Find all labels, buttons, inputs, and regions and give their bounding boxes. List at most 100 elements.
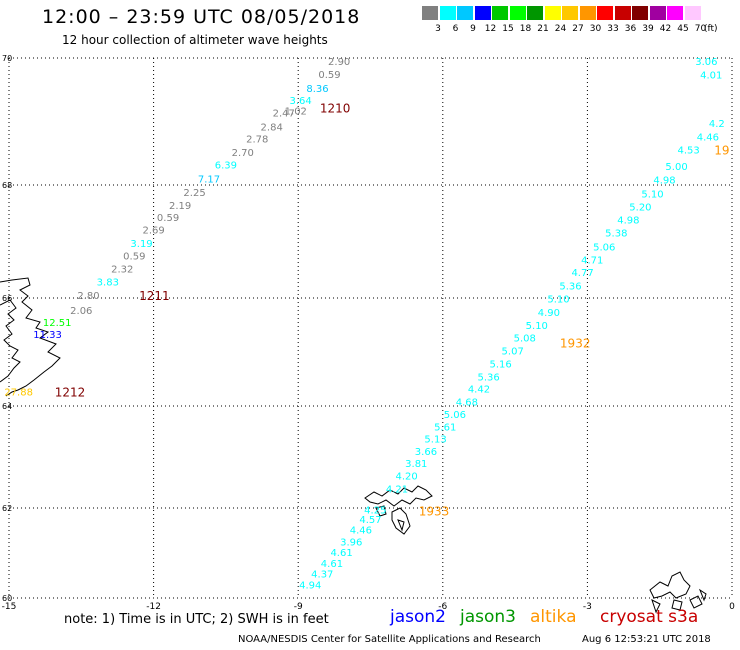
x-tick-label: -3 (583, 602, 592, 612)
x-tick-label: -6 (438, 602, 447, 612)
scale-label: 9 (470, 24, 476, 34)
wave-height-value: 11.33 (33, 330, 62, 341)
pass-time-label: 1212 (55, 385, 86, 399)
wave-height-value: 5.06 (444, 410, 466, 421)
scale-label: 45 (677, 24, 689, 34)
y-tick-label: 64 (2, 402, 12, 411)
wave-height-value: 6.39 (215, 161, 237, 172)
x-tick-label: -15 (2, 602, 17, 612)
y-tick-label: 60 (2, 594, 12, 603)
wave-height-value: 2.47 (273, 109, 295, 120)
pass-time-label: 1210 (320, 102, 351, 116)
wave-height-value: 4.25 (364, 505, 386, 516)
wave-height-value: 3.19 (130, 239, 152, 250)
wave-height-value: 2.19 (169, 201, 191, 212)
wave-height-value: 0.59 (318, 70, 340, 81)
x-tick-label: 0 (729, 602, 735, 612)
credit-line: NOAA/NESDIS Center for Satellite Applica… (238, 634, 541, 645)
scale-label: 42 (659, 24, 672, 34)
wave-height-value: 2.78 (246, 135, 268, 146)
wave-height-value: 5.38 (605, 228, 627, 239)
scale-unit-label: (ft) (704, 24, 718, 34)
wave-height-value: 4.61 (330, 548, 352, 559)
wave-height-value: 5.10 (547, 295, 569, 306)
wave-height-value: 4.2 (709, 119, 725, 130)
wave-height-value: 4.46 (350, 526, 372, 537)
pass-time-label: 1211 (139, 289, 170, 303)
wave-height-value: 5.06 (593, 243, 615, 254)
wave-height-value: 5.36 (559, 282, 581, 293)
wave-height-value: 2.84 (261, 123, 283, 134)
scale-swatch (527, 6, 543, 20)
scale-swatch (474, 6, 491, 20)
iceland-coastline (0, 277, 61, 397)
footnote: note: 1) Time is in UTC; 2) SWH is in fe… (64, 612, 329, 627)
scale-swatch (422, 6, 438, 20)
wave-height-value: 3.96 (340, 537, 362, 548)
scale-label: 27 (572, 24, 584, 34)
wave-height-value: 4.94 (299, 581, 321, 592)
wave-height-value: 27.88 (4, 387, 33, 398)
scale-swatch (632, 6, 648, 20)
wave-height-value: 4.98 (653, 175, 675, 186)
wave-height-value: 5.10 (641, 189, 663, 200)
scale-swatch (579, 6, 596, 20)
scale-label: 36 (624, 24, 637, 34)
wave-height-value: 4.46 (697, 133, 719, 144)
generation-timestamp: Aug 6 12:53:21 UTC 2018 (582, 634, 711, 645)
faroe-islands (364, 485, 433, 535)
wave-height-value: 8.36 (306, 84, 328, 95)
scale-swatch (457, 6, 473, 20)
x-tick-label: -9 (294, 602, 303, 612)
map-subtitle: 12 hour collection of altimeter wave hei… (62, 33, 328, 47)
y-tick-label: 66 (2, 294, 12, 303)
wave-height-value: 5.16 (490, 359, 512, 370)
shetland-islands (649, 571, 707, 614)
wave-height-value: 2.69 (142, 226, 164, 237)
scale-swatch (597, 6, 613, 20)
observation-labels: 2.90 0.59 8.363.64 2.471.022.842.78 2.70 6.39… (4, 57, 724, 591)
wave-height-value: 5.08 (514, 333, 536, 344)
scale-label: 15 (502, 24, 514, 34)
wave-height-value: 4.98 (617, 215, 639, 226)
scale-label: 30 (589, 24, 602, 34)
wave-height-value: 2.06 (70, 306, 92, 317)
coastlines (0, 277, 707, 614)
scale-swatch (614, 6, 631, 20)
wave-height-value: 4.53 (677, 145, 699, 156)
scale-swatch (684, 6, 701, 20)
wave-height-value: 2.32 (111, 265, 133, 276)
pass-time-label: 1933 (419, 504, 450, 518)
scale-label: 21 (537, 24, 549, 34)
satellite-legend-entry: jason2 (390, 607, 446, 627)
wave-height-value: 3.81 (405, 459, 427, 470)
wave-height-value: 4.68 (456, 398, 478, 409)
wave-height-value: 3.06 (695, 57, 717, 68)
scale-swatch (492, 6, 508, 20)
y-tick-label: 62 (2, 504, 12, 513)
wave-height-value: 4.01 (700, 71, 722, 82)
scale-label: 24 (554, 24, 567, 34)
scale-swatch (562, 6, 578, 20)
scale-label: 18 (519, 24, 532, 34)
wave-height-value: 2.80 (77, 291, 99, 302)
pass-time-label: 19 (714, 143, 729, 157)
wave-height-value: 3.64 (289, 96, 311, 107)
scale-swatch (509, 6, 526, 20)
wave-height-value: 4.61 (321, 559, 343, 570)
wave-height-value: 5.13 (424, 435, 446, 446)
wave-height-value: 5.07 (502, 346, 524, 357)
satellite-legend-entry: cryosat s3a (600, 607, 699, 627)
wave-height-value: 5.61 (434, 422, 456, 433)
satellite-legend-entry: jason3 (460, 607, 516, 627)
wave-height-value: 4.90 (538, 308, 560, 319)
wave-height-value: 12.51 (43, 318, 72, 329)
pass-time-labels: 1210 1211 1212 1932 1933 19 (55, 102, 730, 519)
satellite-legend-entry: altika (530, 607, 577, 627)
scale-swatch (667, 6, 683, 20)
scale-swatch (439, 6, 456, 20)
wave-height-value: 5.20 (629, 202, 651, 213)
wave-height-value: 7.17 (198, 175, 220, 186)
wave-height-value: 4.77 (571, 268, 593, 279)
